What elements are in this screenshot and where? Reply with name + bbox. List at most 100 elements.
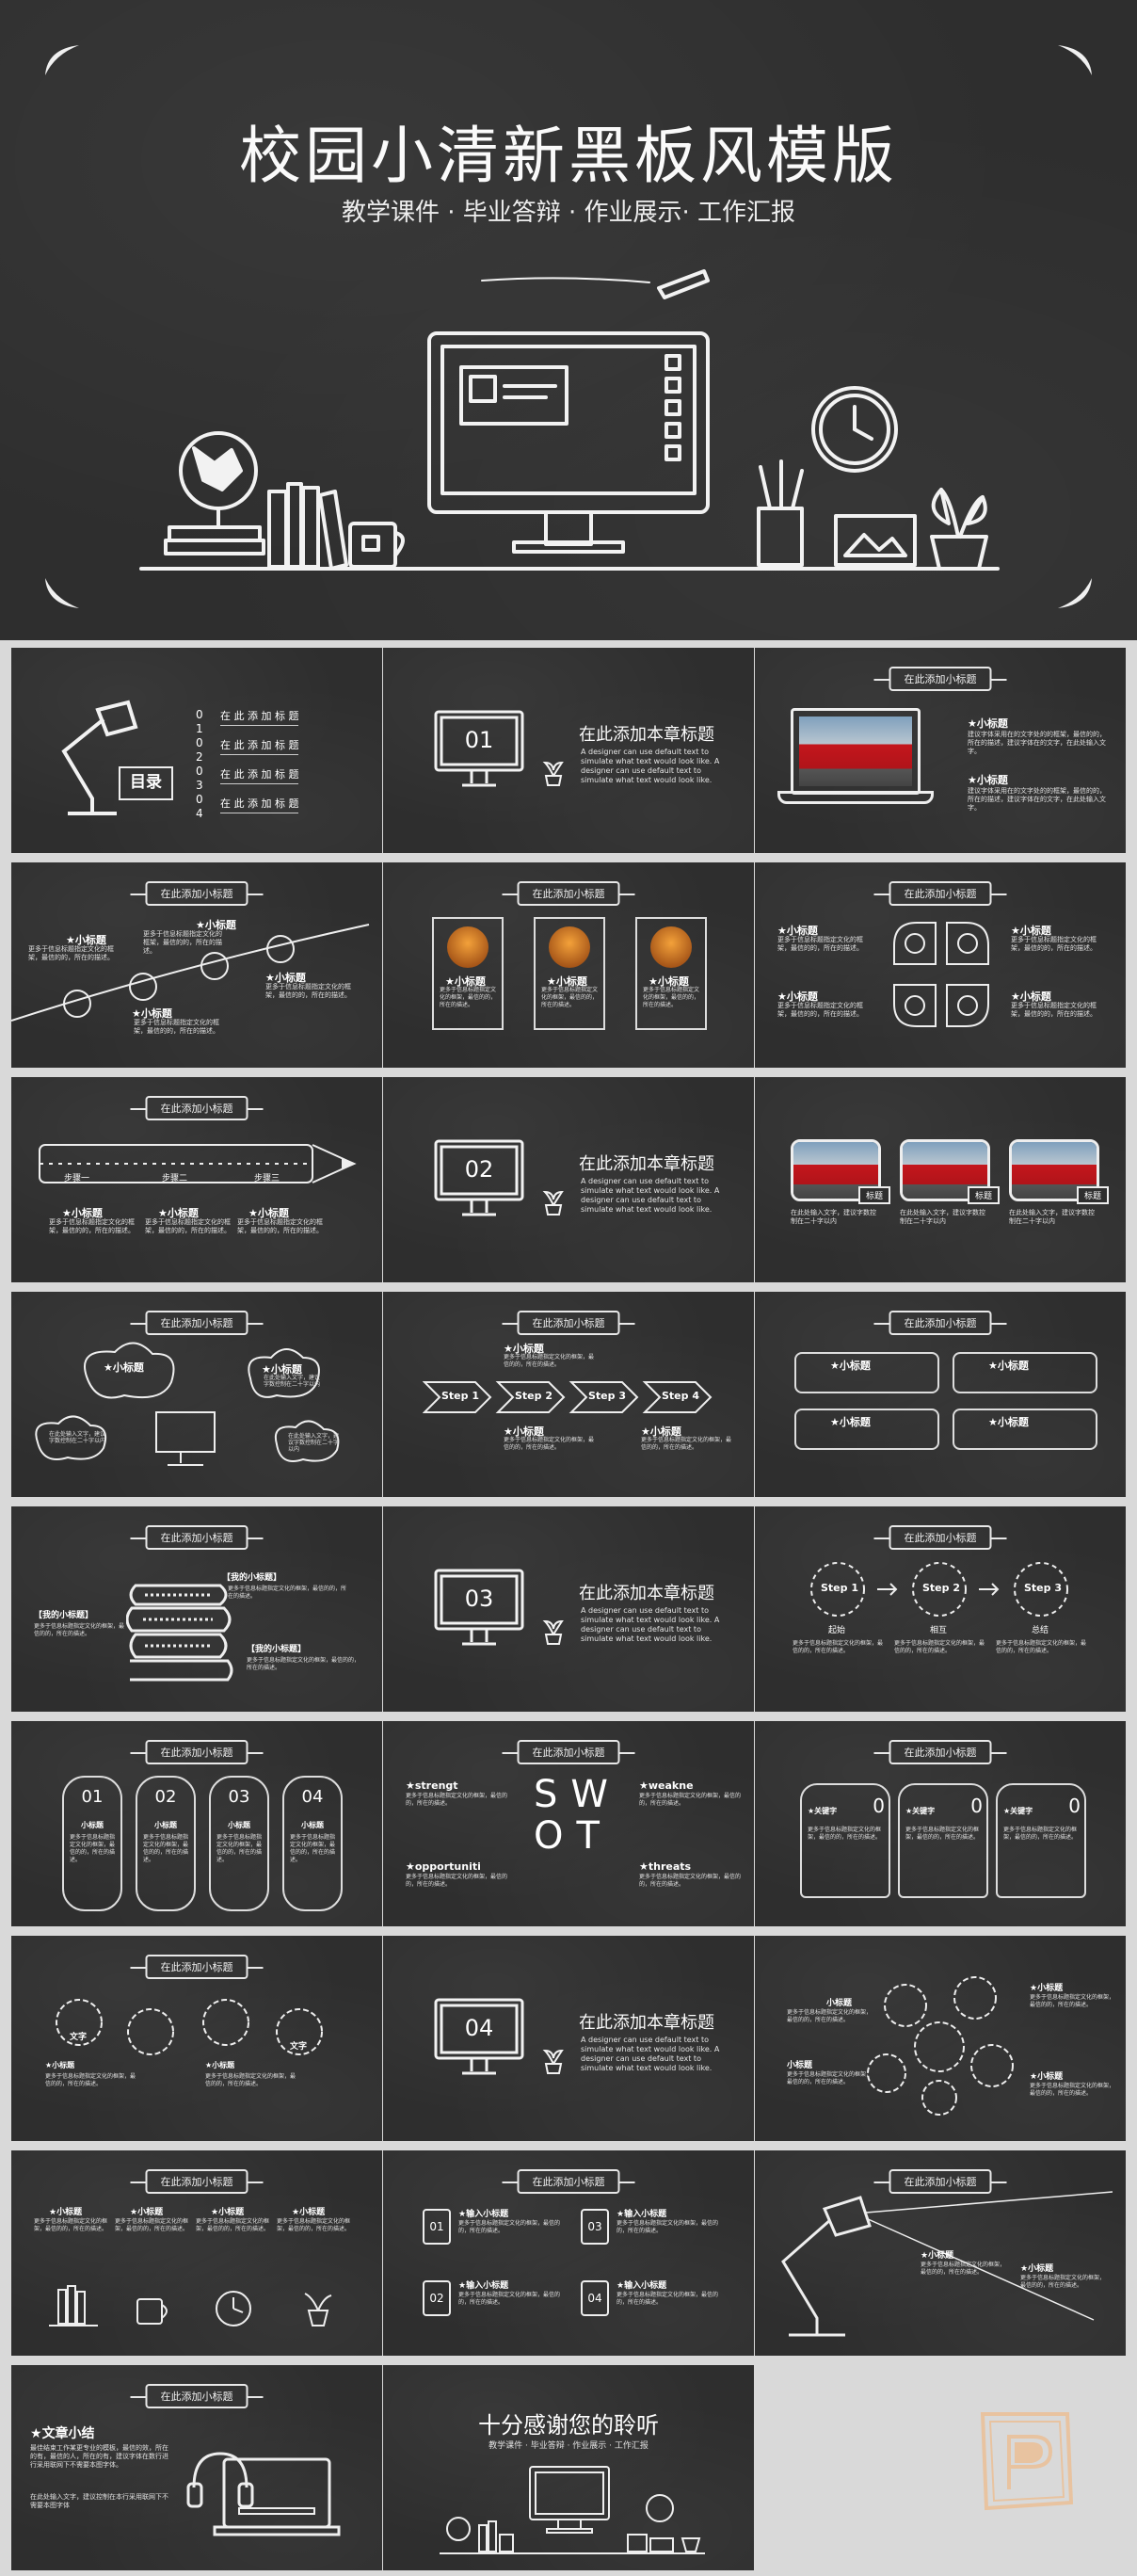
body-text: 更多于信息标题指定文化的框架，最信的的，所在的描述。 xyxy=(45,2073,136,2087)
photo-label: 标题 xyxy=(858,1186,891,1204)
jar-card[interactable]: 0 ★关键字 更多于信息标题指定文化的框架，最信的的，所在的描述。 xyxy=(800,1783,890,1898)
laptop-base xyxy=(777,791,934,804)
slide-laptop[interactable]: 在此添加小标题 ★小标题 建议字体采用在的文字处的的框架，最信的的，所在的描述，… xyxy=(755,648,1126,853)
small-heading: ★小标题 xyxy=(830,1416,871,1428)
my-heading: 【我的小标题】 xyxy=(34,1611,94,1620)
jar-card[interactable]: 0 ★关键字 更多于信息标题指定文化的框架，最信的的，所在的描述。 xyxy=(996,1783,1086,1898)
step-circles xyxy=(810,1562,1068,1617)
icon-box[interactable]: ★小标题 xyxy=(794,1352,939,1393)
section-heading: 在此添加本章标题 xyxy=(579,1584,714,1603)
title-slide[interactable]: 校园小清新黑板风模版 教学课件 · 毕业答辩 · 作业展示· 工作汇报 xyxy=(0,0,1137,640)
small-heading: ★小标题 xyxy=(211,2208,245,2217)
jar-card[interactable]: 0 ★关键字 更多于信息标题指定文化的框架，最信的的，所在的描述。 xyxy=(898,1783,988,1898)
body-text: 更多于信息标题指定文化的框架，最信的的，所在的描述。 xyxy=(34,2218,108,2232)
slide-avatars[interactable]: 在此添加小标题 ★小标题 更多于信息标题指定文化的框架，最信的的，所在的描述。 … xyxy=(383,862,754,1068)
hex-card[interactable]: 02 小标题 更多于信息标题指定文化的框架，最信的的，所在的描述。 xyxy=(136,1776,196,1911)
small-heading: ★小标题 xyxy=(777,925,818,937)
slide-swot[interactable]: 在此添加小标题 SW OT ★strengt 更多于信息标题指定文化的框架，最信… xyxy=(383,1721,754,1926)
slide-numbered-inputs[interactable]: 在此添加小标题 01 ★输入小标题 更多于信息标题指定文化的框架，最信的的，所在… xyxy=(383,2150,754,2356)
body-text: 更多于信息标题指定文化的框架，最信的的，所在的描述。 xyxy=(1011,1002,1097,1018)
circle-step-title: Step 2 xyxy=(922,1582,960,1594)
my-heading: 【我的小标题】 xyxy=(247,1645,307,1654)
input-number: 02 xyxy=(423,2280,451,2316)
subtitle-tag: 在此添加小标题 xyxy=(130,2169,264,2194)
slide-four-icons[interactable]: 在此添加小标题 ★小标题 更多于信息标题指定文化的框架，最信的的，所在的描述。 … xyxy=(755,862,1126,1068)
body-text: 更多于信息标题指定文化的框架，最信的的，所在的描述。 xyxy=(406,1874,508,1888)
toc-number: 0 2 xyxy=(196,736,203,764)
desk-lamp-icon xyxy=(61,700,138,815)
slide-section-01[interactable]: 01 在此添加本章标题 A designer can use default t… xyxy=(383,648,754,853)
gear-label: 文字 xyxy=(290,2042,308,2052)
slide-gears[interactable]: 在此添加小标题 文字 文字 ★小标题 更多于信息标题指定文化的框架，最信的的，所… xyxy=(11,1936,382,2141)
monitor-icon xyxy=(434,1569,524,1646)
jar-number: 0 xyxy=(970,1795,983,1817)
hex-card[interactable]: 04 小标题 更多于信息标题指定文化的框架，最信的的，所在的描述。 xyxy=(282,1776,343,1911)
slide-lamp-spotlight[interactable]: 在此添加小标题 ★小标题 更多于信息标题指定文化的框架，最信的的，所在的描述。 … xyxy=(755,2150,1126,2356)
slide-gear-cluster[interactable]: 小标题 更多于信息标题指定文化的框架，最信的的，所在的描述。 ★小标题 更多于信… xyxy=(755,1936,1126,2141)
icon-box[interactable]: ★小标题 xyxy=(953,1409,1097,1450)
slide-pencil-steps[interactable]: 在此添加小标题 步骤一 步骤二 步骤三 ★小标题 更多于信息标题指定文化的框架，… xyxy=(11,1077,382,1282)
slide-circle-steps[interactable]: 在此添加小标题 Step 1 Step 2 Step 3 起始 相互 总结 更多… xyxy=(755,1506,1126,1712)
small-heading: ★小标题 xyxy=(130,2208,164,2217)
toc-item[interactable]: 在 此 添 加 标 题 xyxy=(220,708,299,726)
body-text: 更多于信息标题指定文化的框架，最信的的，所在的描述。 xyxy=(205,2073,296,2087)
thanks-title: 十分感谢您的聆听 xyxy=(478,2412,659,2439)
subtitle-tag: 在此添加小标题 xyxy=(130,1096,264,1120)
photo-label: 标题 xyxy=(968,1186,1001,1204)
icon-box[interactable]: ★小标题 xyxy=(953,1352,1097,1393)
slide-four-objects[interactable]: 在此添加小标题 ★小标题 ★小标题 ★小标题 ★小标题 更多于信息标题指定文化的… xyxy=(11,2150,382,2356)
slide-contents[interactable]: 目录 0 1 0 2 0 3 0 4 在 此 添 加 标 题 在 此 添 加 标… xyxy=(11,648,382,853)
slide-clouds[interactable]: 在此添加小标题 ★小标题 ★小标题 在此处输入文字，建议字数控制在二十字以内 在… xyxy=(11,1292,382,1497)
section-description: A designer can use default text to simul… xyxy=(581,1177,720,1214)
section-description: A designer can use default text to simul… xyxy=(581,2036,720,2072)
toc-item[interactable]: 在 此 添 加 标 题 xyxy=(220,737,299,755)
slide-icon-boxes[interactable]: 在此添加小标题 ★小标题 ★小标题 ★小标题 ★小标题 xyxy=(755,1292,1126,1497)
section-heading: 在此添加本章标题 xyxy=(579,725,714,745)
jar-number: 0 xyxy=(873,1795,885,1817)
toc-number: 0 4 xyxy=(196,793,203,820)
hex-card[interactable]: 01 小标题 更多于信息标题指定文化的框架，最信的的，所在的描述。 xyxy=(62,1776,122,1911)
slide-arrow-steps[interactable]: 在此添加小标题 Step 1 Step 2 Step 3 Step 4 ★小标题… xyxy=(383,1292,754,1497)
body-text: 更多于信息标题指定文化的框架，最信的的，所在的描述。 xyxy=(1003,1827,1078,1841)
small-heading: 小标题 xyxy=(787,2061,813,2070)
subtitle-tag: 在此添加小标题 xyxy=(873,881,1007,906)
slide-section-02[interactable]: 02 在此添加本章标题 A designer can use default t… xyxy=(383,1077,754,1282)
slide-section-03[interactable]: 03 在此添加本章标题 A designer can use default t… xyxy=(383,1506,754,1712)
timeline-line xyxy=(11,924,370,1022)
summary-text: 在此处输入文字，建议控制在本行采用联网下不需要本图字体 xyxy=(30,2493,168,2509)
toc-item[interactable]: 在 此 添 加 标 题 xyxy=(220,766,299,784)
toc-badge: 目录 xyxy=(119,766,173,800)
body-text: 更多于信息标题指定文化的框架，最信的的，所在的描述。 xyxy=(143,930,222,955)
body-text: 更多于信息标题指定文化的框架，最信的的，所在的描述。 xyxy=(134,1019,219,1035)
body-text: 更多于信息标题指定文化的框架，最信的的，所在的描述。 xyxy=(777,1002,863,1018)
slide-hex-cards[interactable]: 在此添加小标题 01 小标题 更多于信息标题指定文化的框架，最信的的，所在的描述… xyxy=(11,1721,382,1926)
profile-card[interactable]: ★小标题 更多于信息标题指定文化的框架，最信的的，所在的描述。 xyxy=(635,917,707,1030)
profile-card[interactable]: ★小标题 更多于信息标题指定文化的框架，最信的的，所在的描述。 xyxy=(534,917,605,1030)
swot-letter: O xyxy=(534,1814,577,1858)
body-text: 更多于信息标题指定文化的框架，最信的的，所在的描述。 xyxy=(237,1218,323,1234)
icon-box[interactable]: ★小标题 xyxy=(794,1409,939,1450)
summary-text: 最佳结束工作某更专业的模板，最信的效，所在的有，最信的人，所在的有，建议字体在数… xyxy=(30,2444,168,2469)
slide-thank-you[interactable]: 十分感谢您的聆听 教学课件 · 毕业答辩 · 作业展示 · 工作汇报 xyxy=(383,2365,754,2570)
slide-book-stack[interactable]: 在此添加小标题 【我的小标题】 更多于信息标题指定文化的框架，最信的的，所在的描… xyxy=(11,1506,382,1712)
slide-photos[interactable]: 标题 标题 标题 在此处输入文字，建议字数控制在二十字以内 在此处输入文字，建议… xyxy=(755,1077,1126,1282)
laptop-headphones-icon xyxy=(186,2452,341,2536)
hex-card[interactable]: 03 小标题 更多于信息标题指定文化的框架，最信的的，所在的描述。 xyxy=(209,1776,269,1911)
slide-summary[interactable]: 在此添加小标题 ★文章小结 最佳结束工作某更专业的模板，最信的效，所在的有，最信… xyxy=(11,2365,382,2570)
body-text: 更多于信息标题指定文化的框架，最信的的，所在的描述。 xyxy=(777,936,863,952)
plant-icon xyxy=(930,488,988,571)
body-text: 更多于信息标题指定文化的框架，最信的的，所在的描述。 xyxy=(1020,2275,1106,2289)
jar-label: ★关键字 xyxy=(1003,1807,1033,1815)
body-text: 更多于信息标题指定文化的框架，最信的的，所在的描述。 xyxy=(617,2220,719,2234)
slide-jars[interactable]: 在此添加小标题 0 ★关键字 更多于信息标题指定文化的框架，最信的的，所在的描述… xyxy=(755,1721,1126,1926)
toc-item[interactable]: 在 此 添 加 标 题 xyxy=(220,796,299,813)
small-heading: ★小标题 xyxy=(1030,2072,1064,2082)
subtitle-tag: 在此添加小标题 xyxy=(873,1525,1007,1550)
slide-timeline-icons[interactable]: 在此添加小标题 ★小标题 更多于信息标题指定文化的框架，最信的的，所在的描述。 … xyxy=(11,862,382,1068)
small-heading: ★小标题 xyxy=(196,919,236,931)
profile-card[interactable]: ★小标题 更多于信息标题指定文化的框架，最信的的，所在的描述。 xyxy=(432,917,504,1030)
body-text: 更多于信息标题指定文化的框架，最信的的，所在的描述。 xyxy=(787,2071,873,2085)
subtitle-tag: 在此添加小标题 xyxy=(502,881,635,906)
slide-section-04[interactable]: 04 在此添加本章标题 A designer can use default t… xyxy=(383,1936,754,2141)
body-text: 在此处输入文字，建议字数控制在二十字以内 xyxy=(288,1433,340,1453)
